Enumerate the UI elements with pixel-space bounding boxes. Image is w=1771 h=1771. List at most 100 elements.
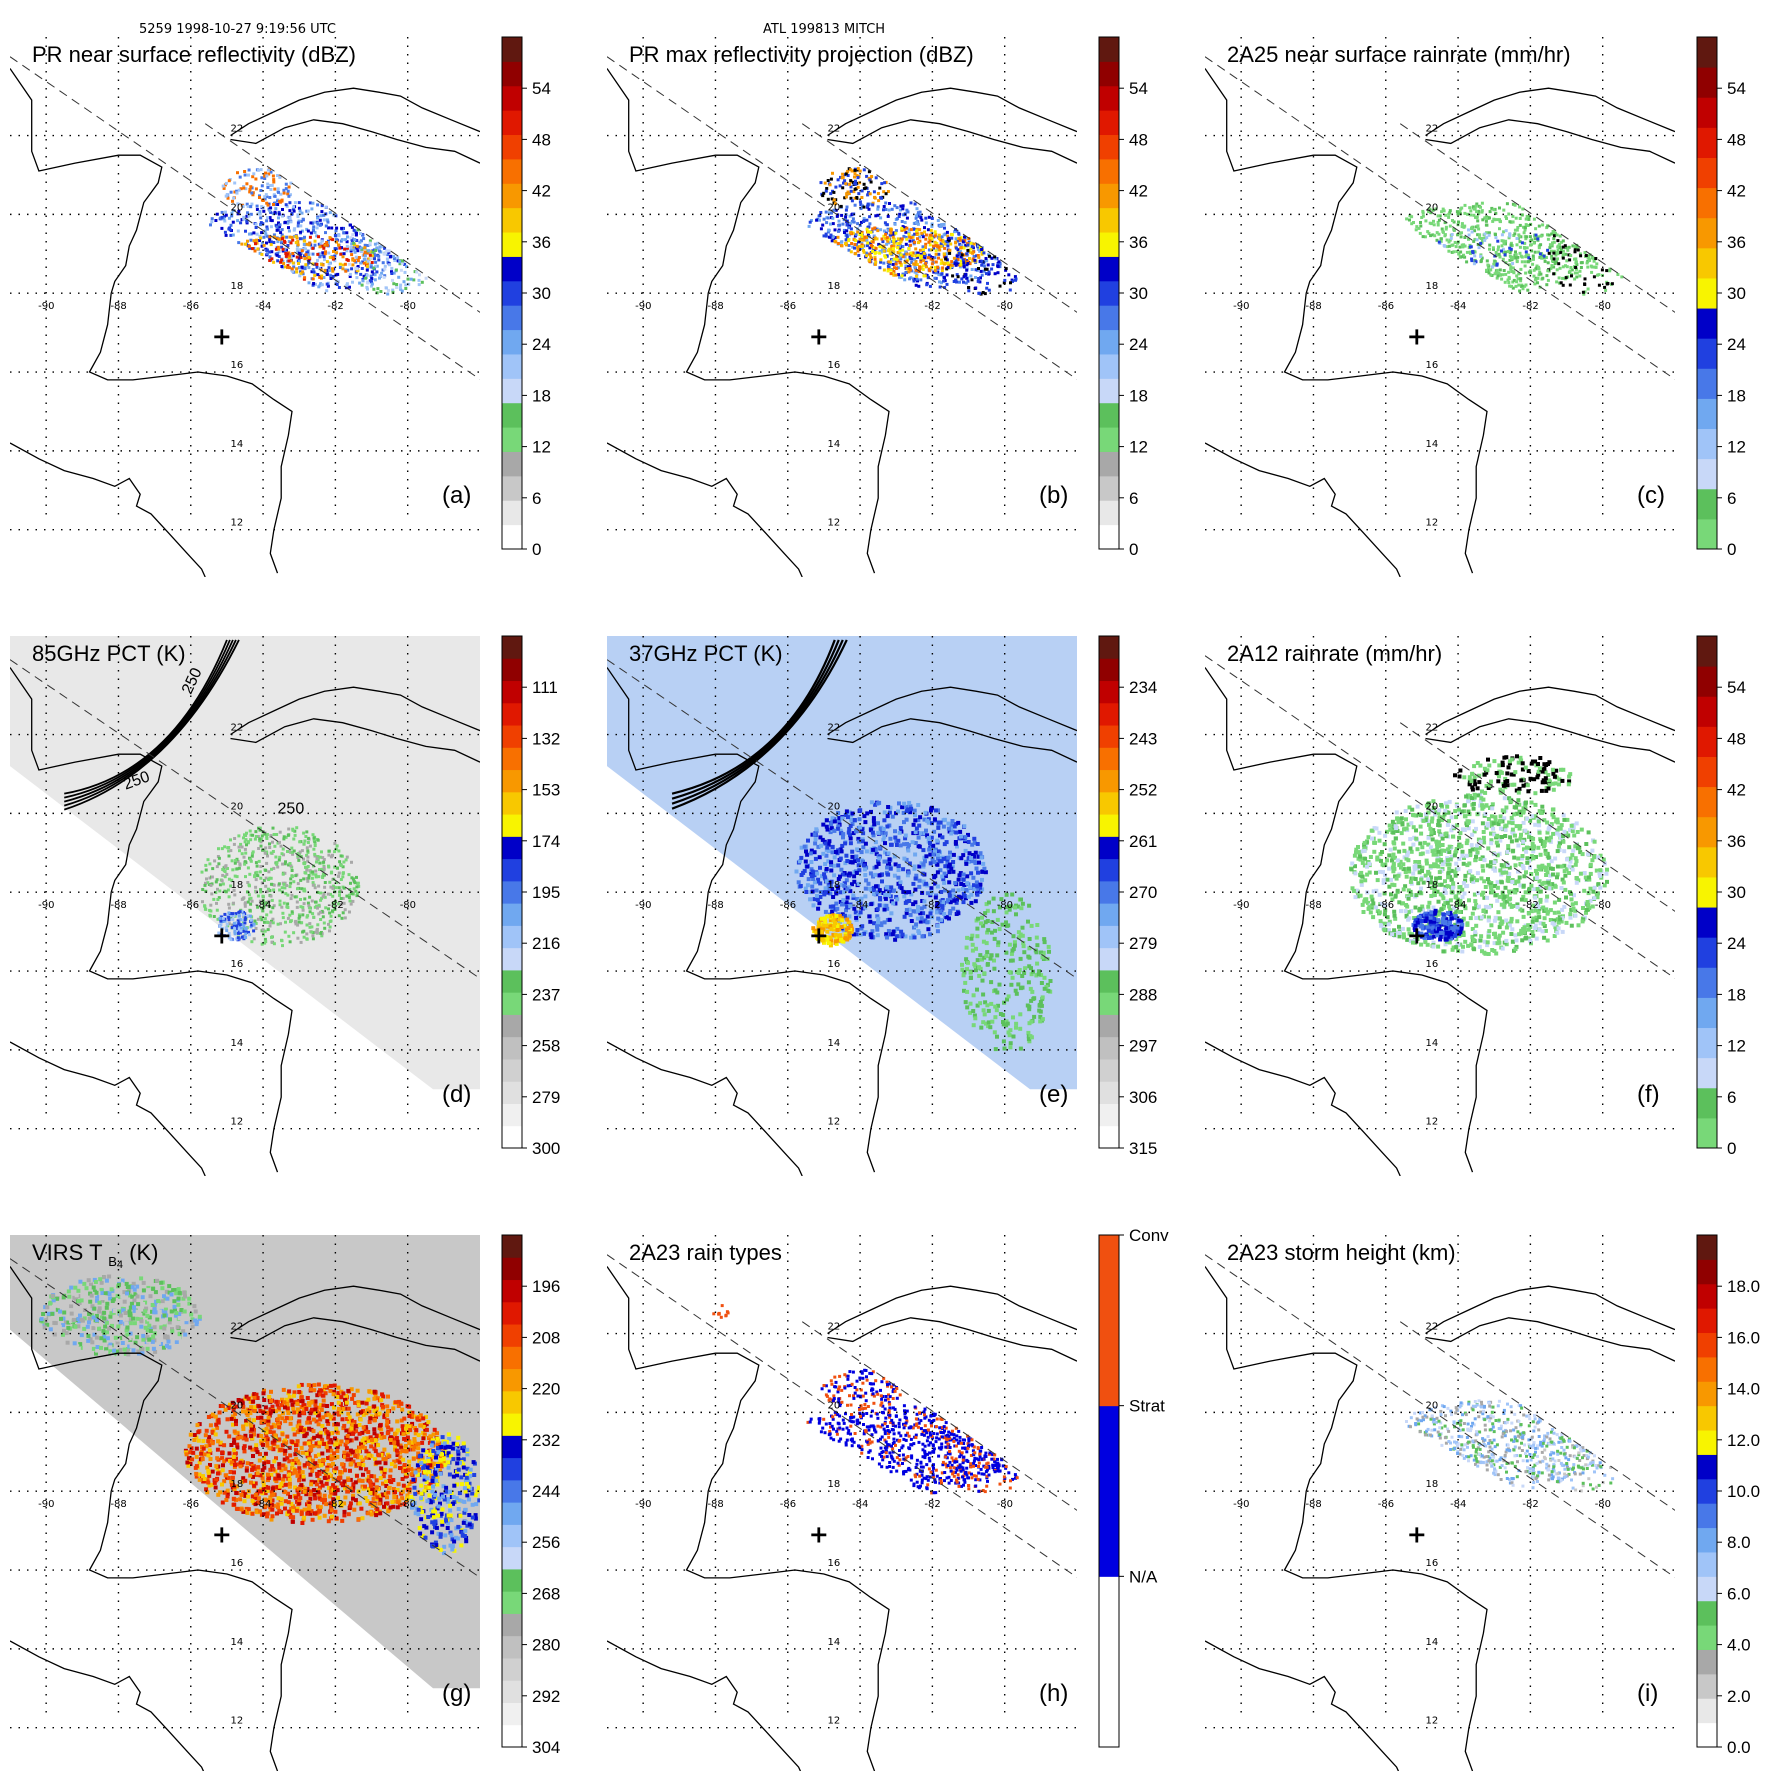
rainrate-pixel	[1509, 265, 1513, 269]
colorbar-segment	[502, 475, 522, 501]
rainrate-pixel	[1476, 219, 1480, 223]
reflectivity-pixel	[873, 236, 877, 240]
pct-pixel	[840, 872, 845, 877]
pct-pixel	[940, 903, 945, 908]
pct-pixel	[799, 845, 804, 850]
pct-pixel	[959, 882, 964, 886]
rainrate-pixel	[1539, 234, 1543, 238]
reflectivity-pixel	[210, 217, 214, 221]
pct-pixel	[961, 877, 966, 882]
pct-pixel	[936, 823, 941, 828]
rainrate-pixel	[1421, 214, 1425, 218]
pct-pixel	[1028, 986, 1033, 991]
rainrate-pixel	[1511, 266, 1515, 270]
reflectivity-pixel	[955, 280, 958, 284]
pct-pixel	[837, 819, 842, 824]
rainrate-pixel	[1439, 237, 1443, 241]
colorbar-segment	[502, 636, 522, 659]
pct-pixel	[985, 919, 990, 923]
reflectivity-pixel	[333, 259, 337, 263]
pct-pixel	[347, 896, 351, 899]
reflectivity-pixel	[893, 266, 896, 270]
rainrate-pixel	[1596, 273, 1599, 277]
pct-pixel	[265, 861, 269, 865]
pct-pixel	[232, 888, 236, 892]
rainrate-pixel	[1531, 262, 1535, 266]
rainrate-pixel	[1509, 247, 1513, 251]
pct-pixel	[879, 890, 883, 895]
reflectivity-pixel	[847, 226, 851, 230]
pct-pixel	[338, 890, 342, 894]
reflectivity-pixel	[841, 175, 845, 179]
reflectivity-pixel	[960, 253, 964, 257]
pct-pixel	[244, 932, 248, 936]
pct-pixel	[964, 888, 969, 892]
reflectivity-pixel	[904, 242, 908, 246]
reflectivity-pixel	[822, 217, 826, 221]
lon-tick-label: -86	[183, 900, 199, 911]
reflectivity-pixel	[284, 187, 288, 191]
pct-pixel	[816, 906, 821, 911]
pct-pixel	[829, 822, 834, 827]
pct-pixel	[960, 967, 965, 972]
pct-pixel	[853, 859, 857, 863]
pct-pixel	[265, 920, 269, 924]
pct-pixel	[227, 911, 231, 915]
rainrate-pixel	[1458, 245, 1462, 249]
reflectivity-pixel	[412, 278, 416, 282]
pct-pixel	[913, 813, 917, 818]
pct-pixel	[978, 953, 983, 958]
rainrate-pixel	[1528, 235, 1532, 239]
reflectivity-pixel	[962, 265, 966, 269]
reflectivity-pixel	[320, 274, 324, 278]
pct-pixel	[834, 850, 838, 854]
pct-pixel	[956, 894, 961, 899]
reflectivity-pixel	[930, 256, 934, 259]
reflectivity-pixel	[952, 256, 956, 260]
reflectivity-pixel	[983, 267, 987, 271]
reflectivity-pixel	[966, 262, 970, 265]
colorbar-segment	[1099, 256, 1119, 282]
pct-pixel	[994, 1008, 999, 1013]
pct-pixel	[333, 865, 337, 869]
pct-pixel	[240, 909, 244, 913]
reflectivity-pixel	[372, 252, 376, 256]
rainrate-pixel	[1536, 276, 1540, 280]
colorbar-tick-label: 54	[1727, 79, 1746, 98]
pct-pixel	[883, 894, 888, 899]
pct-pixel	[813, 841, 818, 846]
colorbar-tick-label: 24	[1727, 335, 1746, 354]
reflectivity-pixel	[864, 251, 868, 255]
pct-pixel	[290, 910, 294, 914]
rainrate-pixel	[1518, 245, 1522, 249]
lat-tick-label: 12	[231, 1117, 244, 1128]
reflectivity-pixel	[894, 229, 898, 233]
pct-pixel	[938, 868, 943, 873]
pct-pixel	[344, 858, 348, 862]
pct-pixel	[866, 886, 871, 891]
reflectivity-pixel	[401, 259, 404, 263]
reflectivity-pixel	[891, 235, 895, 239]
pct-pixel	[314, 873, 318, 877]
reflectivity-pixel	[359, 246, 363, 250]
pct-pixel	[958, 871, 963, 876]
reflectivity-pixel	[306, 249, 310, 253]
reflectivity-pixel	[284, 265, 287, 269]
reflectivity-pixel	[849, 196, 853, 200]
pct-pixel	[281, 916, 285, 920]
rainrate-pixel	[1442, 209, 1446, 213]
pct-pixel	[270, 940, 274, 944]
pct-pixel	[1019, 897, 1023, 902]
pct-pixel	[233, 932, 237, 936]
pct-pixel	[935, 856, 940, 861]
pct-pixel	[1007, 970, 1012, 975]
pct-pixel	[298, 850, 302, 854]
pct-pixel	[993, 1015, 998, 1020]
reflectivity-pixel	[857, 240, 861, 244]
reflectivity-pixel	[278, 223, 282, 227]
reflectivity-pixel	[318, 245, 322, 249]
reflectivity-pixel	[269, 170, 273, 174]
rainrate-pixel	[1585, 261, 1589, 265]
pct-pixel	[965, 967, 969, 972]
